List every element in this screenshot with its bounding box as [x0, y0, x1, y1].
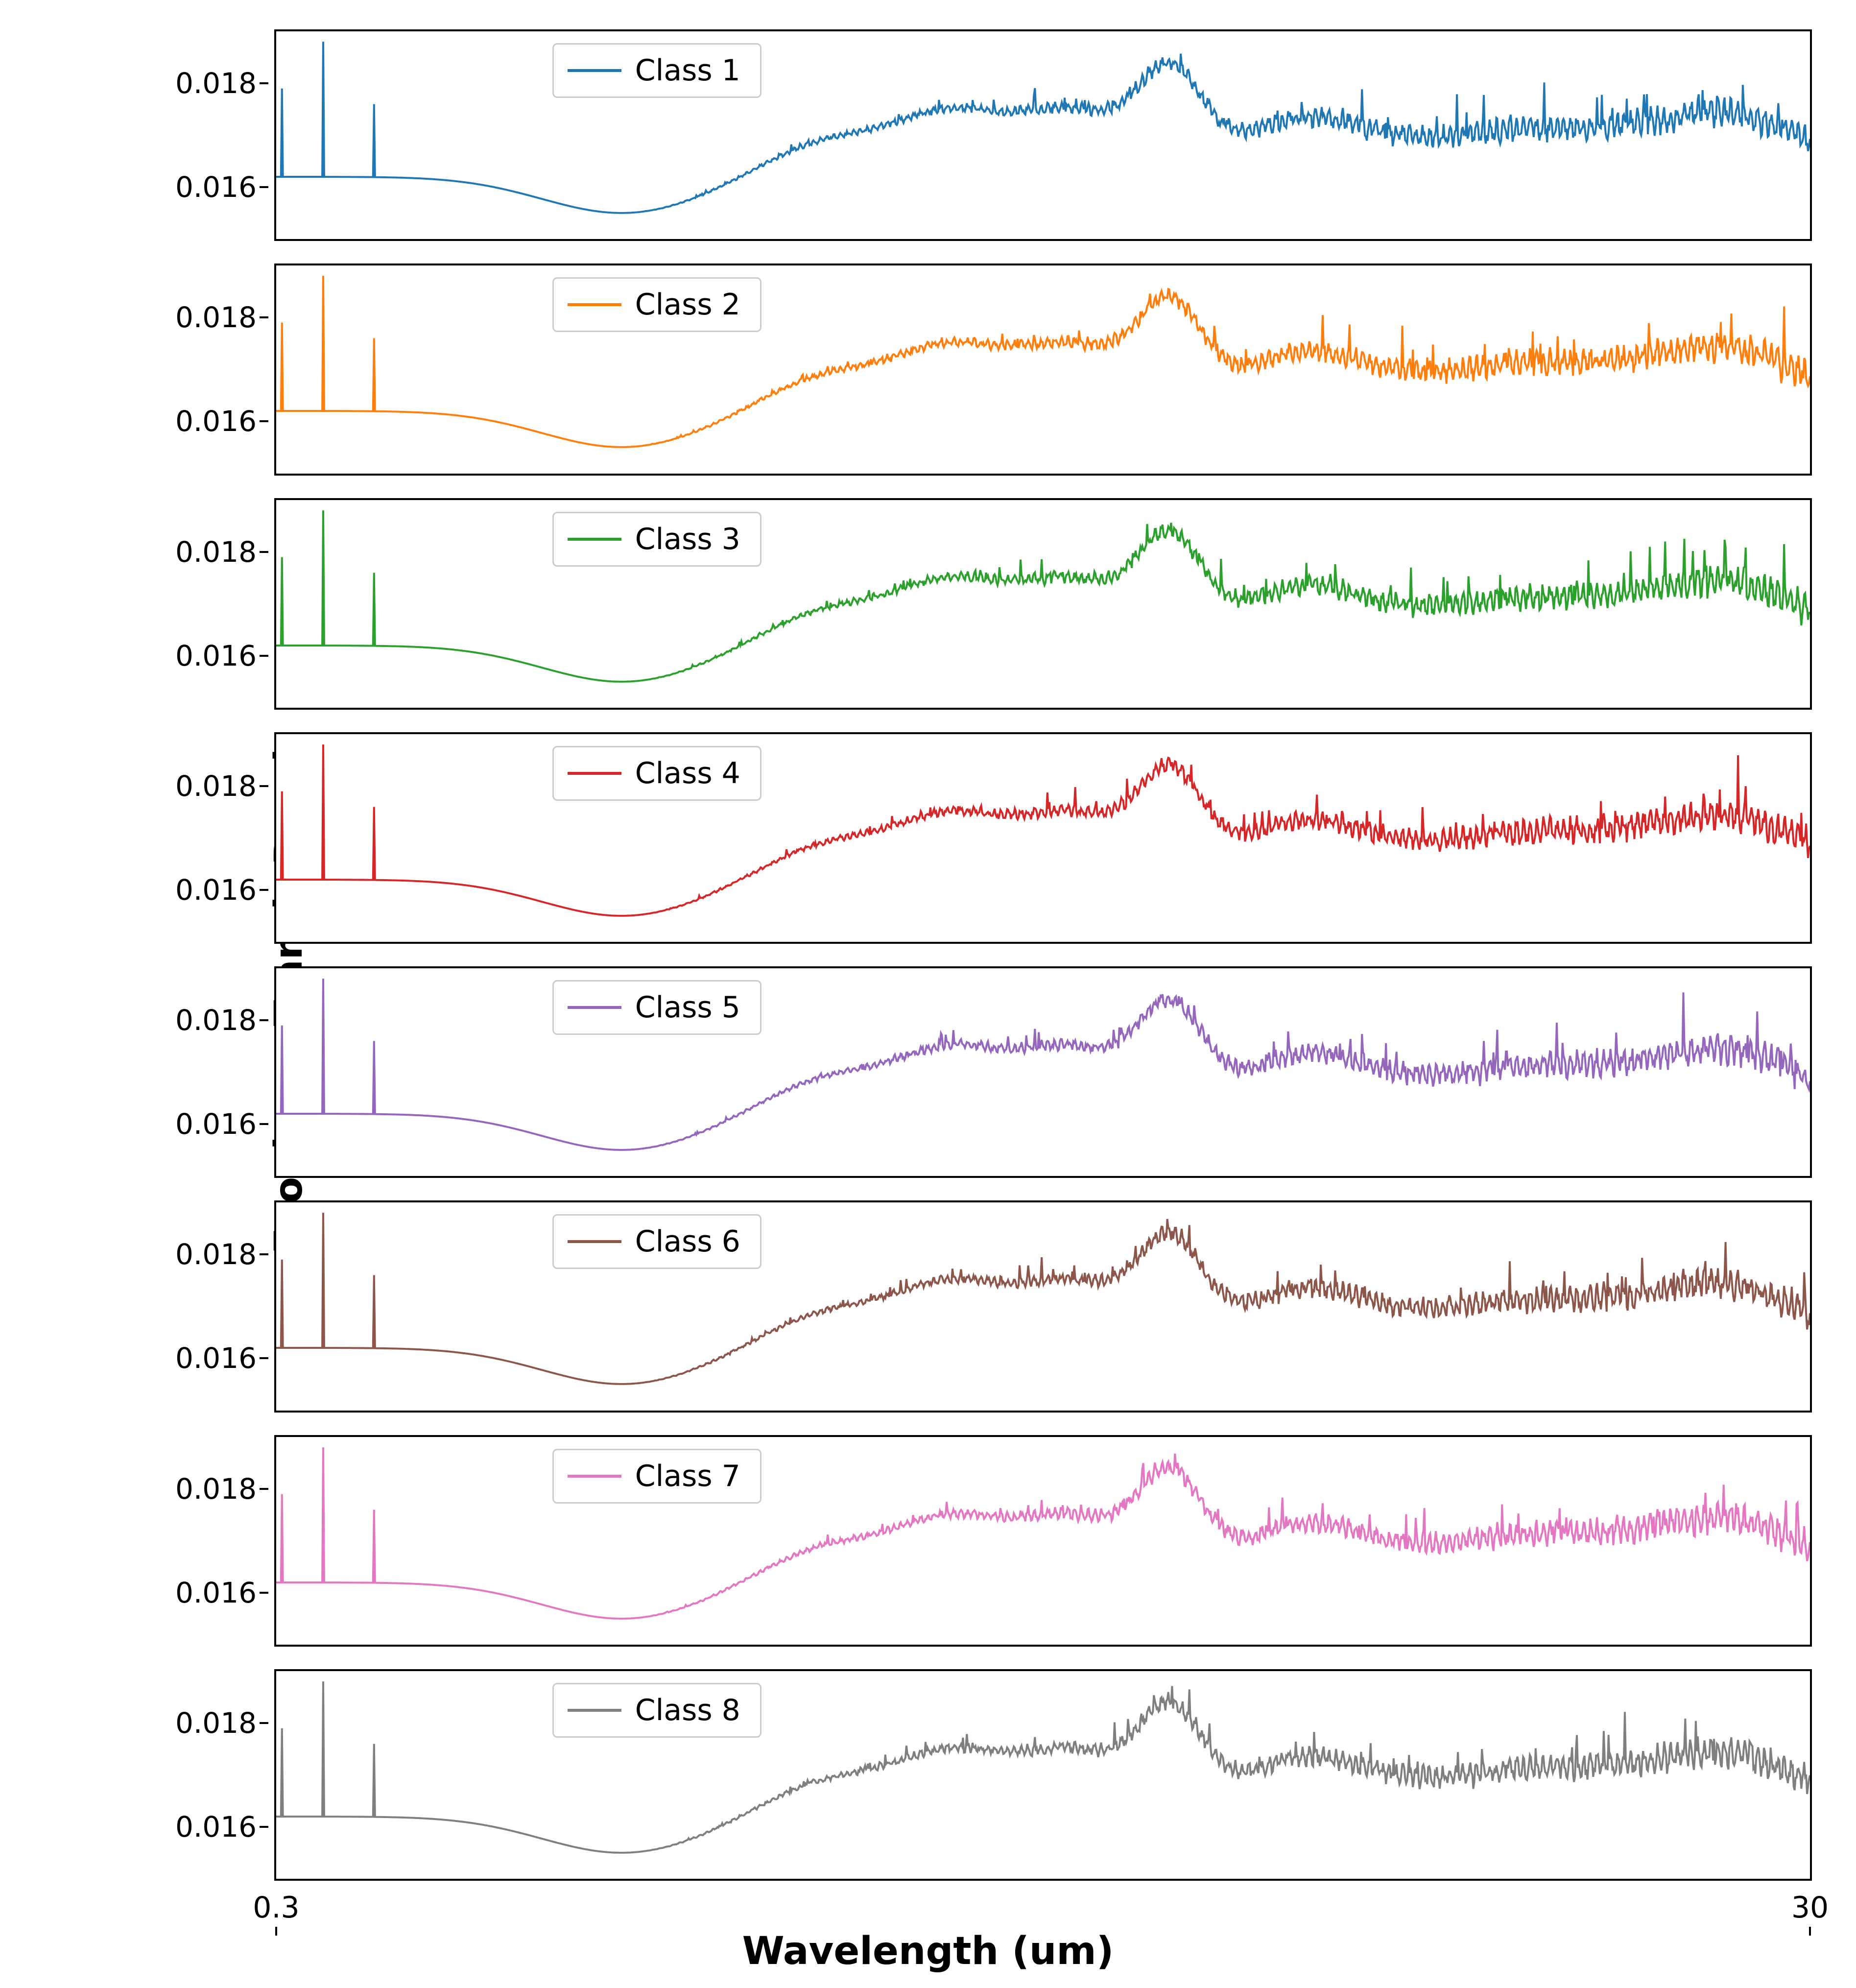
legend-label: Class 1 [635, 53, 740, 88]
legend-label: Class 2 [635, 287, 740, 322]
ytick-label: 0.018 [175, 535, 257, 569]
legend: Class 1 [552, 43, 761, 98]
ytick-mark [260, 186, 268, 188]
ytick-label: 0.018 [175, 769, 257, 803]
ytick-label: 0.018 [175, 1238, 257, 1271]
subplot-class-3: 0.0160.018Class 3 [274, 498, 1812, 710]
ytick-mark [260, 316, 268, 318]
ytick-mark [260, 1592, 268, 1594]
spectrum-line [276, 1447, 1810, 1619]
legend-line-swatch [568, 1240, 621, 1243]
x-axis-label: Wavelength (um) [742, 1929, 1114, 1973]
xtick-label: 0.3 [253, 1891, 299, 1925]
xtick-mark [1809, 1927, 1811, 1936]
ytick-label: 0.018 [175, 1004, 257, 1037]
spectrum-line [276, 1213, 1810, 1384]
ytick-label: 0.016 [175, 405, 257, 438]
ytick-label: 0.016 [175, 1341, 257, 1375]
legend: Class 6 [552, 1214, 761, 1269]
legend-line-swatch [568, 772, 621, 775]
spectrum-line [276, 744, 1810, 916]
legend-label: Class 3 [635, 522, 740, 556]
ytick-mark [260, 1123, 268, 1125]
legend-label: Class 6 [635, 1224, 740, 1259]
ytick-mark [260, 1488, 268, 1490]
ytick-mark [260, 1722, 268, 1724]
legend-line-swatch [568, 1475, 621, 1478]
spectrum-line [276, 1681, 1810, 1853]
legend-label: Class 5 [635, 990, 740, 1025]
ytick-mark [260, 1826, 268, 1828]
subplot-class-6: 0.0160.018Class 6 [274, 1200, 1812, 1412]
spectrum-line [276, 276, 1810, 447]
legend-label: Class 8 [635, 1693, 740, 1727]
spectrum-line [276, 979, 1810, 1150]
subplot-class-1: 0.0160.018Class 1 [274, 29, 1812, 241]
panel-stack: 0.0160.018Class 1 0.0160.018Class 2 0.0160… [274, 29, 1812, 1881]
ytick-mark [260, 655, 268, 657]
subplot-class-4: 0.0160.018Class 4 [274, 732, 1812, 944]
legend-line-swatch [568, 1006, 621, 1009]
spectrum-line [276, 510, 1810, 682]
xtick-mark [275, 1927, 277, 1936]
ytick-mark [260, 82, 268, 84]
ytick-mark [260, 1019, 268, 1021]
ytick-label: 0.018 [175, 301, 257, 334]
spectrum-line [276, 42, 1810, 213]
subplot-class-2: 0.0160.018Class 2 [274, 263, 1812, 475]
legend: Class 7 [552, 1449, 761, 1504]
legend-line-swatch [568, 538, 621, 541]
legend: Class 4 [552, 746, 761, 801]
ytick-mark [260, 889, 268, 891]
legend-label: Class 7 [635, 1459, 740, 1493]
ytick-label: 0.016 [175, 639, 257, 672]
legend: Class 8 [552, 1683, 761, 1738]
ytick-label: 0.016 [175, 873, 257, 907]
ytick-mark [260, 1253, 268, 1255]
ytick-mark [260, 1357, 268, 1359]
legend: Class 5 [552, 980, 761, 1035]
subplot-class-7: 0.0160.018Class 7 [274, 1435, 1812, 1647]
figure: Exoplanet Transit Depth Wavelength (um) … [0, 0, 1856, 1988]
legend: Class 2 [552, 277, 761, 332]
legend-line-swatch [568, 1709, 621, 1712]
ytick-mark [260, 551, 268, 553]
ytick-mark [260, 420, 268, 422]
ytick-label: 0.016 [175, 1810, 257, 1844]
ytick-label: 0.018 [175, 1706, 257, 1740]
subplot-class-8: 0.0160.0180.330Class 8 [274, 1669, 1812, 1881]
legend-label: Class 4 [635, 756, 740, 790]
subplot-class-5: 0.0160.018Class 5 [274, 966, 1812, 1178]
ytick-label: 0.018 [175, 67, 257, 100]
ytick-label: 0.016 [175, 1107, 257, 1141]
xtick-label: 30 [1791, 1891, 1829, 1925]
legend-line-swatch [568, 69, 621, 72]
ytick-label: 0.018 [175, 1472, 257, 1506]
ytick-label: 0.016 [175, 170, 257, 204]
ytick-mark [260, 785, 268, 787]
legend-line-swatch [568, 303, 621, 306]
legend: Class 3 [552, 512, 761, 567]
ytick-label: 0.016 [175, 1576, 257, 1609]
